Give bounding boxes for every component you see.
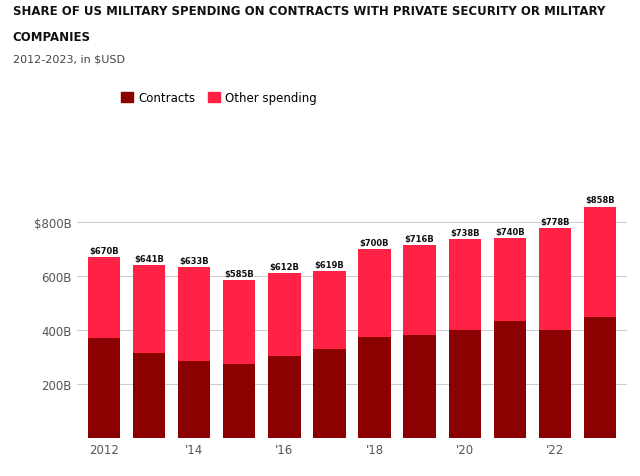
Bar — [223, 364, 255, 438]
Text: $700B: $700B — [360, 238, 389, 248]
Bar — [584, 207, 616, 317]
Bar — [178, 268, 211, 361]
Bar — [358, 249, 391, 337]
Text: $585B: $585B — [225, 269, 254, 278]
Bar — [539, 228, 572, 330]
Bar — [132, 353, 165, 438]
Text: $641B: $641B — [134, 254, 164, 263]
Bar — [88, 258, 120, 338]
Text: $716B: $716B — [404, 234, 435, 243]
Text: $633B: $633B — [179, 257, 209, 266]
Bar — [403, 336, 436, 438]
Text: $619B: $619B — [315, 260, 344, 269]
Bar — [132, 266, 165, 353]
Bar — [539, 330, 572, 438]
Bar — [223, 280, 255, 364]
Bar — [178, 361, 211, 438]
Bar — [449, 330, 481, 438]
Bar — [88, 338, 120, 438]
Text: COMPANIES: COMPANIES — [13, 31, 91, 44]
Text: $738B: $738B — [450, 228, 479, 237]
Text: $612B: $612B — [269, 262, 300, 271]
Bar — [403, 245, 436, 336]
Text: $778B: $778B — [540, 218, 570, 227]
Bar — [493, 321, 526, 438]
Bar — [449, 239, 481, 330]
Bar — [313, 271, 346, 349]
Text: 2012-2023, in $USD: 2012-2023, in $USD — [13, 55, 125, 65]
Bar — [268, 273, 301, 356]
Text: SHARE OF US MILITARY SPENDING ON CONTRACTS WITH PRIVATE SECURITY OR MILITARY: SHARE OF US MILITARY SPENDING ON CONTRAC… — [13, 5, 605, 18]
Text: $670B: $670B — [89, 247, 118, 256]
Bar — [493, 239, 526, 321]
Text: $858B: $858B — [586, 196, 615, 205]
Bar — [313, 349, 346, 438]
Bar — [268, 356, 301, 438]
Bar — [358, 337, 391, 438]
Legend: Contracts, Other spending: Contracts, Other spending — [121, 91, 317, 105]
Text: $740B: $740B — [495, 228, 525, 237]
Bar — [584, 317, 616, 438]
